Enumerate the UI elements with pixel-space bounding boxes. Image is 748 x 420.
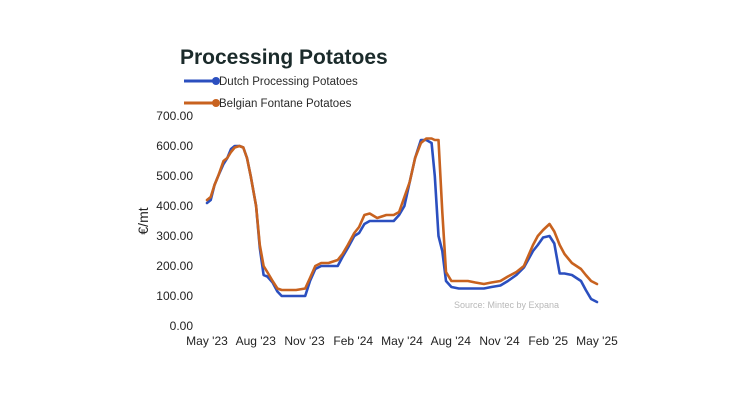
x-tick-label: Feb '25 — [528, 334, 568, 348]
chart-title: Processing Potatoes — [180, 46, 388, 69]
series-line-dutch — [205, 138, 599, 304]
legend-item-belgian: Belgian Fontane Potatoes — [184, 98, 352, 110]
legend-item-dutch: Dutch Processing Potatoes — [184, 76, 358, 88]
series-layer — [205, 137, 599, 304]
x-tick-label: Feb '24 — [333, 334, 373, 348]
y-tick-label: 700.00 — [156, 109, 193, 123]
x-tick-label: Aug '23 — [236, 334, 277, 348]
y-axis-label: €/mt — [135, 207, 151, 234]
y-tick-label: 300.00 — [156, 229, 193, 243]
y-tick-label: 600.00 — [156, 139, 193, 153]
y-tick-label: 100.00 — [156, 289, 193, 303]
legend-marker-dutch — [212, 77, 220, 85]
legend-marker-belgian — [212, 99, 220, 107]
y-tick-label: 500.00 — [156, 169, 193, 183]
y-tick-label: 0.00 — [170, 319, 194, 333]
y-tick-label: 200.00 — [156, 259, 193, 273]
x-tick-label: May '24 — [381, 334, 423, 348]
x-tick-label: Nov '23 — [284, 334, 325, 348]
legend: Dutch Processing Potatoes Belgian Fontan… — [184, 76, 358, 110]
y-axis-ticks: 0.00 100.00 200.00 300.00 400.00 500.00 600.00… — [156, 109, 193, 333]
x-tick-label: May '25 — [576, 334, 618, 348]
x-tick-label: Nov '24 — [479, 334, 520, 348]
legend-label-belgian: Belgian Fontane Potatoes — [219, 98, 352, 110]
x-tick-label: May '23 — [186, 334, 228, 348]
legend-label-dutch: Dutch Processing Potatoes — [219, 76, 358, 88]
x-tick-label: Aug '24 — [431, 334, 472, 348]
y-tick-label: 400.00 — [156, 199, 193, 213]
series-line-belgian — [205, 137, 599, 292]
source-annotation: Source: Mintec by Expana — [454, 300, 559, 310]
x-axis-ticks: May '23 Aug '23 Nov '23 Feb '24 May '24 Aug '… — [186, 334, 618, 348]
